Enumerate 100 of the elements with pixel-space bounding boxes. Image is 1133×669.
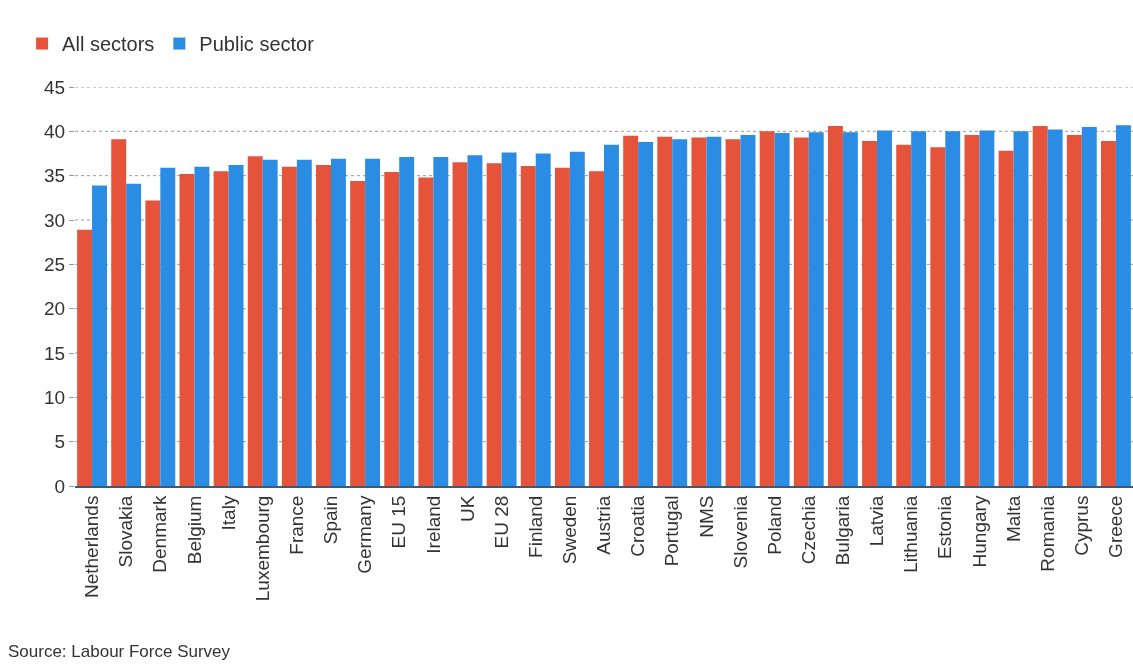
bar — [998, 150, 1014, 486]
x-tick-label: Estonia — [934, 495, 956, 559]
x-tick-label: Italy — [217, 495, 239, 531]
x-tick-label: Bulgaria — [832, 495, 854, 566]
bar — [672, 139, 688, 486]
bar — [827, 126, 843, 486]
x-tick-label: Malta — [1002, 495, 1024, 543]
x-tick-label: Ireland — [422, 495, 444, 554]
x-tick-label: Spain — [320, 495, 342, 545]
bar — [179, 173, 195, 486]
y-tick-label: 20 — [44, 298, 66, 320]
bar — [930, 147, 946, 486]
x-tick-label: Portugal — [661, 495, 683, 567]
bar — [725, 139, 741, 486]
bar — [467, 155, 483, 486]
x-tick-label: Czechia — [797, 495, 819, 565]
bar — [160, 167, 176, 486]
bar — [911, 131, 927, 486]
bar — [350, 180, 366, 486]
bar — [501, 152, 517, 486]
y-tick-label: 5 — [54, 431, 66, 453]
bar — [520, 165, 536, 486]
bar — [486, 163, 502, 486]
bar — [896, 144, 912, 486]
x-tick-label: UK — [456, 495, 478, 523]
bar — [793, 137, 809, 486]
bar — [418, 177, 434, 486]
bar — [638, 141, 654, 486]
bar — [877, 130, 892, 486]
bar — [808, 132, 824, 486]
bar — [657, 136, 673, 486]
bar — [740, 134, 756, 486]
bar — [1032, 126, 1048, 486]
y-tick-label: 0 — [54, 475, 66, 497]
bar — [365, 158, 381, 486]
y-tick-label: 15 — [44, 342, 66, 364]
bar — [228, 165, 244, 486]
bar — [1081, 126, 1097, 486]
x-tick-label: NMS — [695, 495, 717, 538]
y-tick-label: 25 — [44, 253, 66, 275]
bar — [945, 131, 961, 486]
x-tick-label: Greece — [1105, 495, 1127, 558]
x-tick-label: Austria — [593, 495, 615, 555]
y-tick-label: 30 — [44, 209, 66, 231]
bar — [145, 200, 161, 486]
bar — [862, 141, 878, 486]
bar — [330, 158, 346, 486]
bar — [1013, 131, 1029, 486]
source-note: Source: Labour Force Survey — [8, 642, 231, 661]
x-tick-label: Finland — [524, 495, 546, 558]
y-tick-label: 45 — [44, 76, 66, 98]
bar — [213, 171, 229, 486]
bar — [569, 151, 585, 486]
x-tick-label: France — [286, 495, 308, 555]
bar — [979, 130, 995, 486]
x-tick-label: Denmark — [149, 495, 171, 573]
bar — [691, 137, 707, 486]
x-tick-label: EU 28 — [490, 495, 512, 549]
x-tick-label: Romania — [1036, 495, 1058, 572]
x-tick-label: Luxembourg — [251, 495, 273, 602]
x-tick-label: Hungary — [968, 495, 990, 568]
x-tick-label: Belgium — [183, 495, 205, 565]
x-tick-label: Sweden — [559, 495, 581, 565]
bar — [964, 134, 980, 486]
bar — [433, 157, 449, 486]
legend-label: Public sector — [199, 33, 315, 56]
bar — [1115, 125, 1131, 486]
bar — [247, 156, 263, 486]
bar — [194, 166, 210, 486]
bar — [623, 135, 639, 486]
bar — [1066, 134, 1082, 486]
bar — [1047, 129, 1063, 486]
bar — [399, 157, 415, 486]
bar — [111, 139, 127, 486]
bar — [77, 229, 93, 486]
y-tick-label: 35 — [44, 165, 66, 187]
x-tick-label: Slovenia — [729, 495, 751, 569]
x-tick-label: EU 15 — [388, 495, 410, 549]
bar — [554, 167, 570, 486]
bar — [316, 165, 331, 486]
x-tick-label: Germany — [354, 495, 376, 574]
bar — [92, 185, 107, 486]
bar — [452, 162, 468, 486]
x-tick-label: Lithuania — [900, 495, 922, 573]
bar — [296, 159, 312, 486]
bar — [1101, 141, 1116, 486]
bar — [774, 133, 790, 486]
x-tick-label: Croatia — [627, 495, 649, 557]
bar — [384, 172, 400, 486]
bar — [126, 183, 142, 486]
bar — [535, 153, 551, 486]
y-tick-label: 10 — [44, 386, 66, 408]
bar — [604, 144, 619, 486]
legend-label: All sectors — [62, 33, 155, 56]
x-tick-label: Netherlands — [81, 495, 103, 599]
bar — [842, 132, 858, 486]
bar — [759, 131, 775, 486]
bar — [262, 159, 278, 486]
x-tick-label: Cyprus — [1070, 495, 1092, 556]
x-tick-label: Latvia — [866, 495, 888, 547]
